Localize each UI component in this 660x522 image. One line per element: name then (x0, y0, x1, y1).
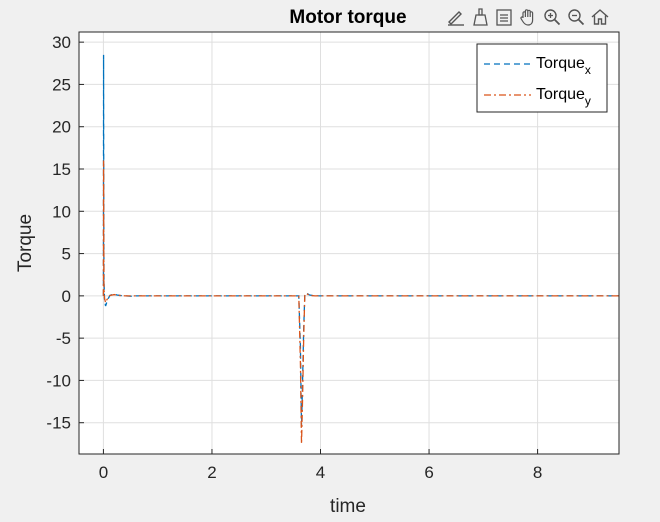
grid (79, 32, 619, 454)
legend-icon[interactable] (492, 5, 516, 29)
y-tick-label: 25 (52, 75, 71, 94)
y-axis-label: Torque (15, 214, 36, 272)
axes-frame (78, 31, 620, 455)
series-line-y (102, 160, 619, 444)
legend-label-y: Torquey (536, 86, 591, 108)
pan-hand-icon[interactable] (516, 5, 540, 29)
y-tick-label: -15 (46, 414, 71, 433)
y-tick-label: 15 (52, 160, 71, 179)
brush-icon[interactable] (468, 5, 492, 29)
x-tick-label: 6 (424, 463, 433, 482)
y-tick-label: 20 (52, 118, 71, 137)
axes-toolbar (444, 4, 612, 30)
chart-title: Motor torque (289, 7, 406, 28)
series-group (102, 54, 619, 444)
x-tick-label: 8 (533, 463, 542, 482)
ticks: 0 2 4 6 8 30 25 20 15 10 5 0 -5 -10 -15 (46, 33, 542, 482)
y-tick-label: 10 (52, 202, 71, 221)
home-icon[interactable] (588, 5, 612, 29)
series-line-x (102, 54, 619, 427)
data-tip-edit-icon[interactable] (444, 5, 468, 29)
y-tick-label: 30 (52, 33, 71, 52)
x-tick-label: 4 (316, 463, 325, 482)
zoom-out-icon[interactable] (564, 5, 588, 29)
legend-name: Torque (536, 86, 585, 103)
zoom-in-icon[interactable] (540, 5, 564, 29)
y-tick-label: -10 (46, 371, 71, 390)
legend-label-x: Torquex (536, 55, 591, 77)
y-tick-label: -5 (56, 329, 71, 348)
legend-subscript: y (585, 94, 591, 108)
x-axis-label: time (330, 496, 366, 517)
y-tick-label: 0 (62, 287, 71, 306)
x-tick-label: 2 (207, 463, 216, 482)
y-tick-label: 5 (62, 245, 71, 264)
legend-name: Torque (536, 55, 585, 72)
x-tick-label: 0 (99, 463, 108, 482)
legend-subscript: x (585, 63, 591, 77)
legend-box (476, 43, 608, 113)
